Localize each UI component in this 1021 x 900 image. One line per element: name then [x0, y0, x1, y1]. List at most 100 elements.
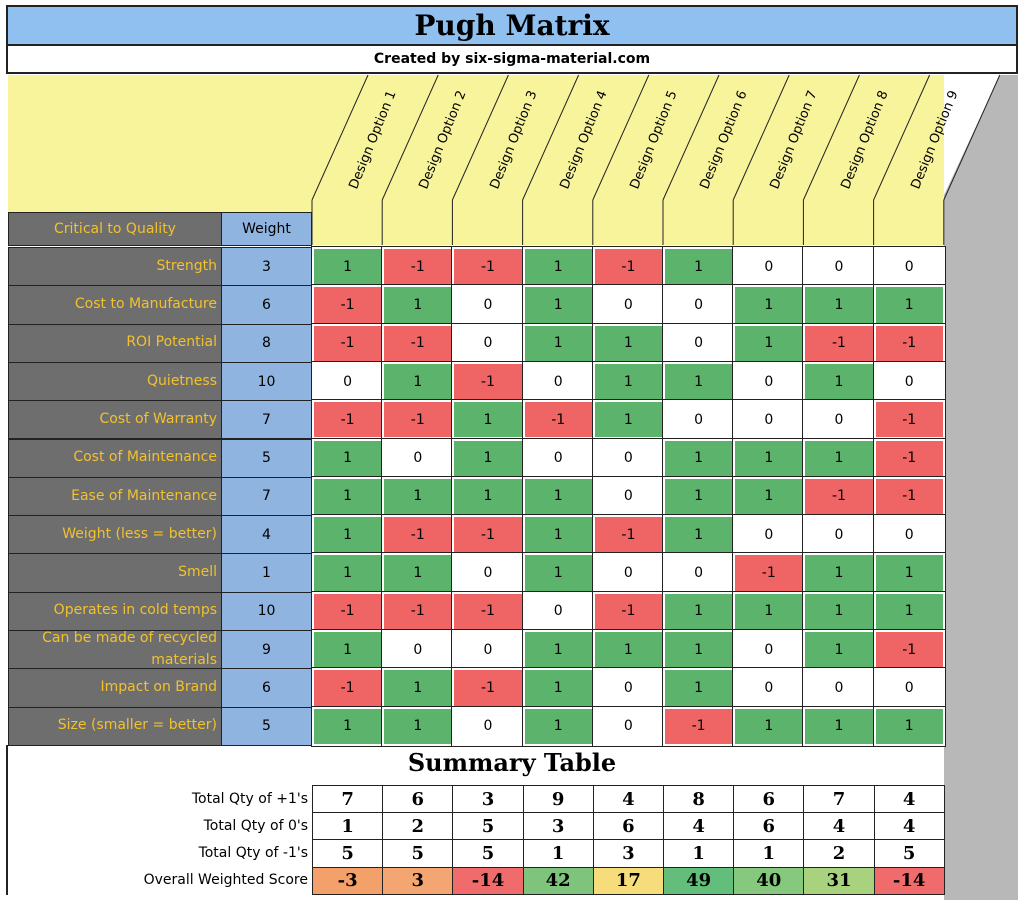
score-cell: 0 [802, 399, 876, 441]
score-cell: 1 [802, 284, 876, 326]
score-cell: -1 [802, 475, 876, 518]
summary-value: 5 [452, 812, 524, 841]
score-cell: 1 [661, 475, 736, 518]
score-cell: 0 [802, 245, 876, 288]
summary-value: 6 [733, 785, 805, 814]
summary-label: Total Qty of 0's [203, 817, 308, 834]
summary-label: Overall Weighted Score [143, 872, 308, 889]
score-cell: 1 [310, 628, 385, 671]
score-cell: 1 [521, 628, 595, 671]
summary-value: 5 [382, 839, 454, 868]
summary-value: 1 [522, 839, 594, 868]
score-cell: 1 [591, 322, 665, 364]
score-cell: 1 [381, 360, 455, 403]
weight: 7 [221, 476, 312, 517]
score-cell: 1 [451, 437, 525, 479]
summary-value: 40 [733, 866, 805, 895]
score-cell: -1 [521, 399, 595, 441]
score-cell: -1 [872, 322, 946, 364]
summary-value: 5 [452, 839, 524, 868]
weight: 8 [221, 323, 312, 363]
score-cell: 0 [872, 514, 946, 556]
score-cell: 1 [802, 360, 876, 403]
weight: 6 [221, 668, 312, 708]
subtitle: Created by six-sigma-material.com [6, 46, 1018, 74]
score-cell: 1 [381, 552, 455, 594]
score-cell: 1 [802, 552, 876, 594]
weight: 5 [221, 706, 312, 746]
score-cell: -1 [732, 552, 806, 594]
score-cell: 1 [872, 590, 946, 632]
score-cell: -1 [381, 322, 455, 364]
criterion: Strength [8, 247, 222, 287]
score-cell: 1 [732, 475, 806, 518]
criteria-header: Critical to Quality [8, 212, 222, 246]
criterion: Operates in cold temps [8, 591, 222, 631]
summary-value: 1 [663, 839, 735, 868]
summary-value: 4 [873, 785, 945, 814]
score-cell: 1 [521, 514, 595, 556]
summary-title: Summary Table [407, 748, 617, 777]
header-divider [732, 74, 790, 201]
score-cell: 1 [521, 667, 595, 709]
summary-value: 2 [803, 839, 875, 868]
summary-value: 6 [382, 785, 454, 814]
weight: 6 [221, 285, 312, 325]
score-cell: 1 [732, 322, 806, 364]
header-divider [873, 74, 931, 201]
score-cell: 1 [661, 628, 736, 671]
score-cell: 0 [591, 552, 665, 594]
summary-value: 3 [382, 866, 454, 895]
summary-value: 3 [522, 812, 594, 841]
weight: 4 [221, 515, 312, 555]
score-cell: 0 [732, 628, 806, 671]
score-cell: 0 [872, 360, 946, 403]
score-cell: 1 [732, 590, 806, 632]
score-cell: 0 [591, 437, 665, 479]
summary-value: 6 [733, 812, 805, 841]
summary-value: 1 [312, 812, 384, 841]
score-cell: 0 [732, 667, 806, 709]
score-cell: -1 [451, 360, 525, 403]
score-cell: 1 [521, 705, 595, 747]
score-cell: -1 [381, 514, 455, 556]
weight-header: Weight [221, 212, 312, 246]
score-cell: 0 [381, 437, 455, 479]
criterion: Weight (less = better) [8, 515, 222, 555]
score-cell: 1 [591, 399, 665, 441]
score-cell: 0 [451, 705, 525, 747]
score-cell: 1 [732, 284, 806, 326]
score-cell: -1 [310, 667, 385, 709]
score-cell: -1 [591, 590, 665, 632]
score-cell: 1 [661, 360, 736, 403]
summary-value: 2 [382, 812, 454, 841]
summary-value: -14 [452, 866, 524, 895]
summary-value: 9 [522, 785, 594, 814]
score-cell: 1 [521, 245, 595, 288]
score-cell: -1 [381, 399, 455, 441]
score-cell: 1 [802, 437, 876, 479]
header-divider [802, 74, 860, 201]
score-cell: 1 [872, 705, 946, 747]
summary-label: Total Qty of -1's [198, 844, 308, 861]
summary-value: 1 [733, 839, 805, 868]
score-cell: 0 [732, 514, 806, 556]
score-cell: 0 [661, 284, 736, 326]
summary-area [6, 745, 944, 895]
summary-value: -14 [873, 866, 945, 895]
criterion: Ease of Maintenance [8, 476, 222, 517]
score-cell: 1 [310, 475, 385, 518]
score-cell: 0 [732, 399, 806, 441]
header-divider [522, 74, 580, 201]
score-cell: 0 [732, 360, 806, 403]
score-cell: -1 [872, 437, 946, 479]
weight: 5 [221, 438, 312, 478]
criterion: Impact on Brand [8, 668, 222, 708]
weight: 7 [221, 400, 312, 440]
score-cell: 0 [381, 628, 455, 671]
score-cell: 0 [591, 705, 665, 747]
summary-value: 3 [592, 839, 664, 868]
score-cell: 0 [661, 399, 736, 441]
score-cell: -1 [451, 590, 525, 632]
summary-value: 3 [452, 785, 524, 814]
